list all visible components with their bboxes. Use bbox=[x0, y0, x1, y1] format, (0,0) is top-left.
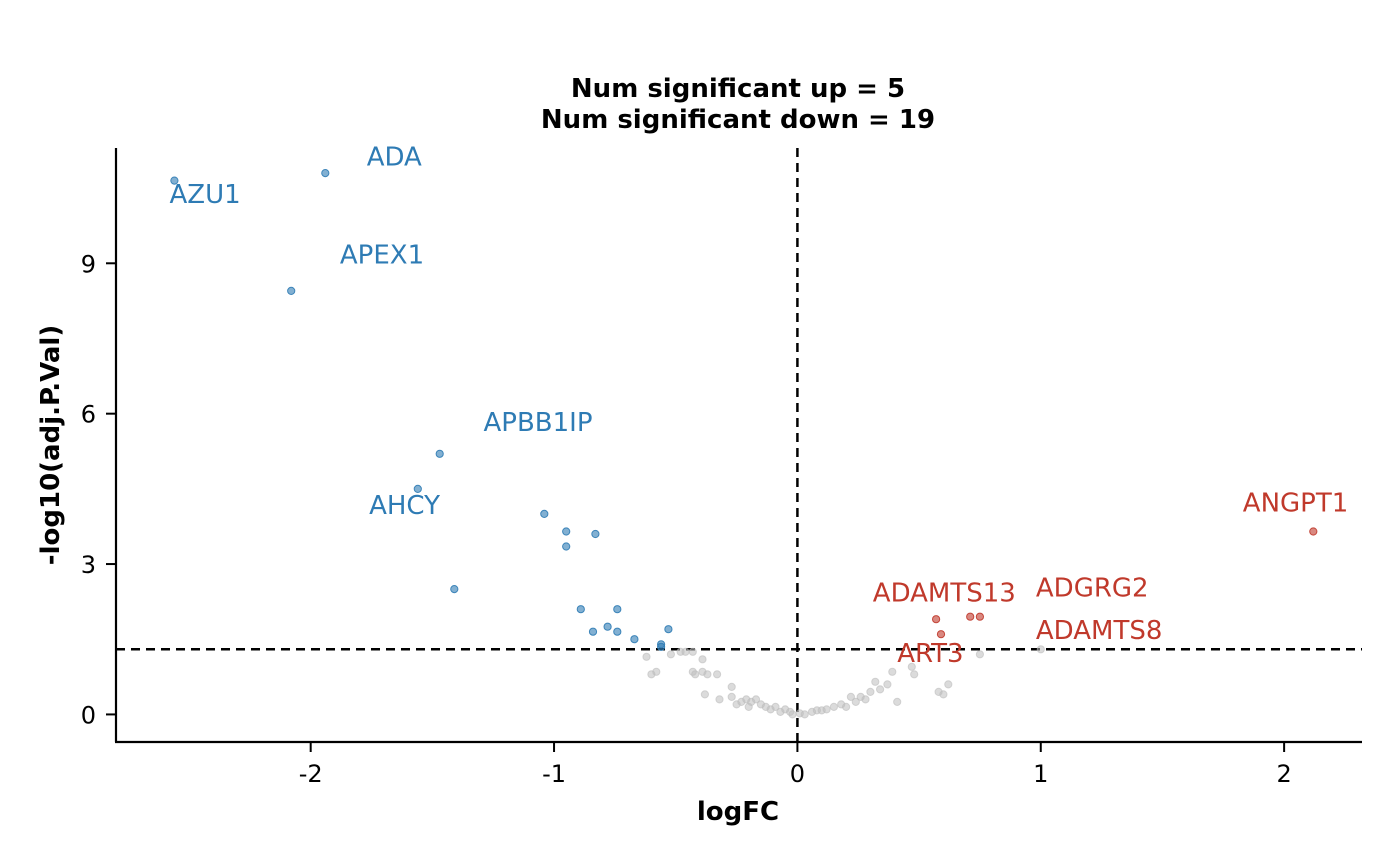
x-tick-label: 2 bbox=[1276, 760, 1291, 788]
point-ns bbox=[842, 702, 851, 712]
point-ns bbox=[681, 647, 690, 656]
point-down bbox=[562, 527, 571, 536]
x-tick-label: 1 bbox=[1033, 760, 1048, 788]
point-down bbox=[664, 625, 673, 634]
point-up bbox=[936, 630, 946, 639]
reference-lines bbox=[116, 148, 1362, 742]
point-down bbox=[630, 635, 639, 644]
gene-label-art3: ART3 bbox=[897, 639, 963, 669]
gene-label-adgrg2: ADGRG2 bbox=[1036, 574, 1149, 604]
point-ns bbox=[713, 670, 722, 679]
point-ns bbox=[883, 680, 892, 689]
point-down bbox=[450, 585, 459, 594]
point-up bbox=[932, 615, 941, 624]
point-ns bbox=[788, 710, 797, 719]
data-points bbox=[170, 169, 1318, 719]
point-down bbox=[170, 176, 179, 185]
point-down bbox=[603, 622, 612, 631]
point-ns bbox=[907, 662, 916, 671]
point-ns bbox=[939, 690, 948, 699]
point-down bbox=[576, 605, 585, 614]
point-down bbox=[591, 529, 600, 539]
y-tick-label: 6 bbox=[81, 401, 96, 429]
y-tick-label: 9 bbox=[81, 250, 96, 278]
point-ns bbox=[893, 697, 902, 707]
point-ns bbox=[866, 687, 875, 697]
point-ns bbox=[652, 667, 661, 676]
chart-title: Num significant up = 5 bbox=[571, 74, 905, 104]
gene-label-azu1: AZU1 bbox=[170, 180, 241, 210]
gene-label-ada: ADA bbox=[367, 143, 422, 173]
x-tick-label: 0 bbox=[790, 760, 805, 788]
gene-label-apbb1ip: APBB1IP bbox=[484, 408, 593, 438]
point-ns bbox=[727, 692, 736, 702]
y-tick-label: 0 bbox=[81, 701, 96, 729]
x-axis-label: logFC bbox=[697, 797, 779, 827]
point-ns bbox=[751, 695, 761, 704]
y-ticks: 0 3 6 9 bbox=[81, 250, 116, 729]
point-down bbox=[435, 449, 444, 458]
gene-label-adamts13: ADAMTS13 bbox=[873, 579, 1016, 609]
point-ns bbox=[703, 670, 712, 679]
point-up bbox=[966, 612, 975, 621]
gene-label-angpt1: ANGPT1 bbox=[1243, 488, 1349, 518]
chart-subtitle: Num significant down = 19 bbox=[541, 105, 935, 135]
point-ns bbox=[1036, 645, 1045, 654]
point-ns bbox=[642, 652, 651, 661]
point-ns bbox=[822, 705, 831, 714]
gene-label-ahcy: AHCY bbox=[369, 491, 440, 521]
point-down bbox=[657, 642, 666, 651]
point-ns bbox=[876, 685, 885, 694]
point-down bbox=[287, 286, 296, 295]
y-axis-label: -log10(adj.P.Val) bbox=[36, 325, 66, 565]
gene-label-adamts8: ADAMTS8 bbox=[1036, 616, 1163, 646]
point-down bbox=[413, 484, 422, 493]
point-ns bbox=[698, 655, 707, 664]
x-tick-label: -2 bbox=[299, 760, 323, 788]
point-down bbox=[613, 627, 622, 636]
point-down bbox=[321, 169, 330, 178]
x-ticks: -2 -1 0 1 2 bbox=[299, 742, 1292, 788]
point-down bbox=[562, 542, 571, 551]
point-ns bbox=[846, 692, 856, 702]
point-up bbox=[1309, 527, 1318, 536]
point-ns bbox=[851, 697, 860, 707]
point-down bbox=[540, 509, 549, 519]
point-ns bbox=[829, 702, 839, 712]
point-ns bbox=[871, 677, 880, 686]
axes bbox=[114, 148, 1362, 744]
gene-labels: AZU1 ADA APEX1 APBB1IP AHCY ANGPT1 ADAMTS13 ADG… bbox=[170, 143, 1349, 669]
point-ns bbox=[861, 695, 870, 704]
point-ns bbox=[910, 670, 919, 679]
y-tick-label: 3 bbox=[81, 551, 96, 579]
point-ns bbox=[975, 650, 985, 659]
point-ns bbox=[666, 650, 676, 659]
point-ns bbox=[727, 682, 736, 692]
gene-label-apex1: APEX1 bbox=[340, 240, 424, 270]
point-down bbox=[613, 605, 622, 614]
point-ns bbox=[691, 670, 700, 679]
point-up bbox=[975, 612, 985, 621]
point-ns bbox=[800, 710, 809, 719]
point-down bbox=[588, 627, 598, 636]
x-tick-label: -1 bbox=[542, 760, 566, 788]
point-ns bbox=[888, 667, 897, 676]
point-ns bbox=[688, 647, 697, 656]
point-ns bbox=[715, 695, 724, 704]
point-ns bbox=[944, 680, 953, 689]
point-ns bbox=[700, 690, 710, 699]
point-ns bbox=[771, 702, 780, 712]
